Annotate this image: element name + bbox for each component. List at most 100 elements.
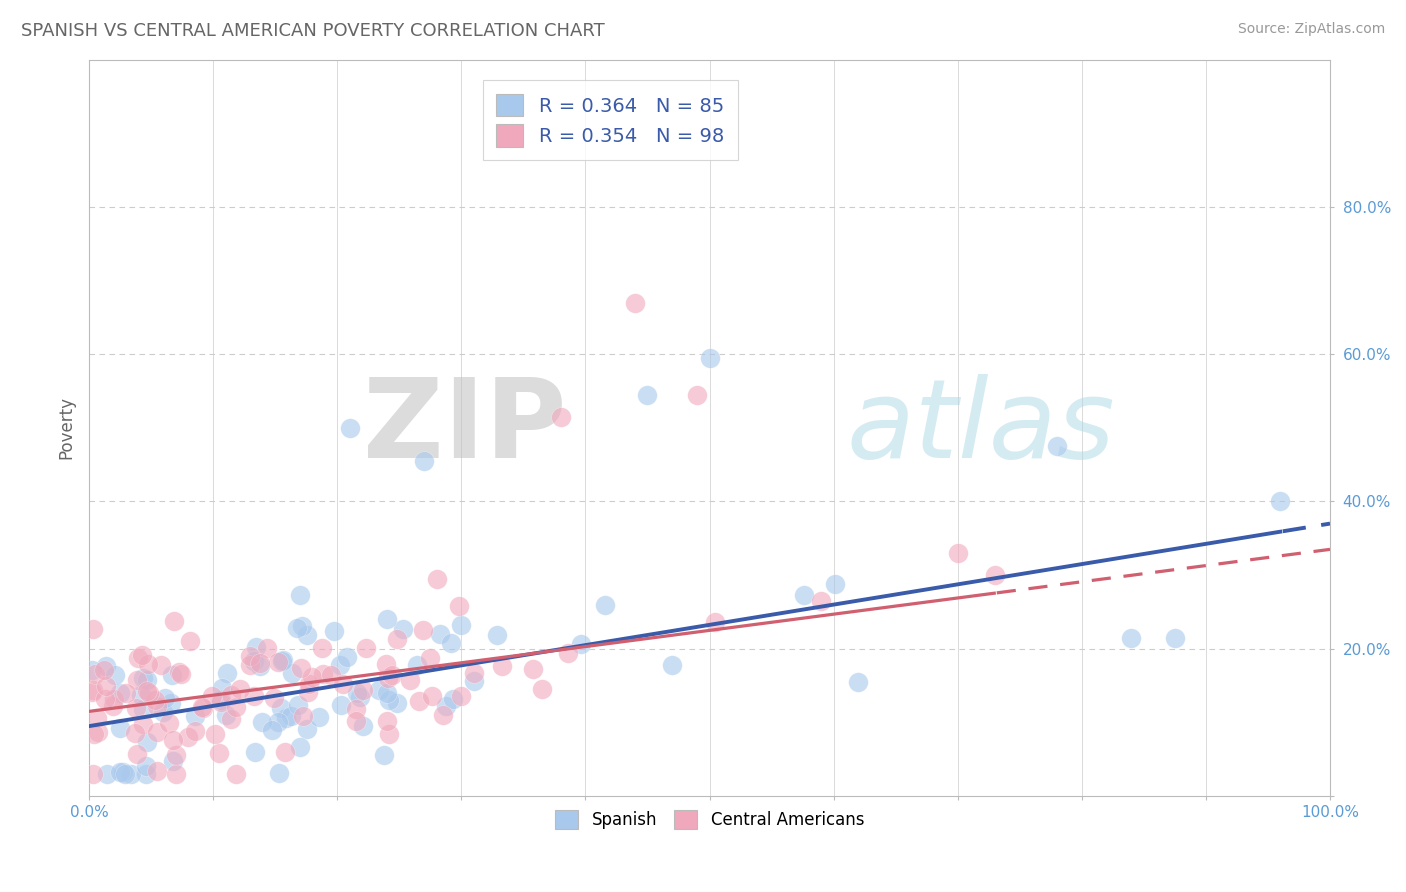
Text: atlas: atlas — [846, 375, 1115, 482]
Point — [84, 667, 107, 681]
Point — [349, 690, 371, 704]
Point — [243, 654, 266, 668]
Point — [412, 623, 434, 637]
Point — [243, 745, 266, 759]
Point — [204, 727, 226, 741]
Point — [463, 673, 485, 688]
Point — [135, 684, 157, 698]
Point — [138, 686, 160, 700]
Point — [111, 765, 134, 780]
Point — [160, 697, 183, 711]
Point — [450, 689, 472, 703]
Point — [330, 698, 353, 712]
Point — [162, 732, 184, 747]
Point — [432, 707, 454, 722]
Point — [301, 671, 323, 685]
Point — [82, 684, 104, 698]
Point — [557, 646, 579, 660]
Point — [211, 694, 233, 708]
Point — [793, 588, 815, 602]
Point — [1270, 494, 1292, 508]
Point — [136, 735, 159, 749]
Point — [256, 640, 278, 655]
Point — [243, 689, 266, 703]
Point — [413, 454, 436, 468]
Point — [179, 633, 201, 648]
Point — [249, 658, 271, 673]
Point — [699, 351, 721, 365]
Point — [291, 618, 314, 632]
Point — [1046, 439, 1069, 453]
Point — [946, 546, 969, 560]
Point — [239, 658, 262, 673]
Point — [82, 682, 104, 697]
Point — [267, 766, 290, 780]
Point — [336, 649, 359, 664]
Point — [146, 764, 169, 779]
Point — [354, 640, 377, 655]
Point — [273, 653, 295, 667]
Point — [281, 666, 304, 681]
Point — [274, 745, 297, 759]
Point — [298, 676, 321, 690]
Point — [215, 708, 238, 723]
Point — [114, 767, 136, 781]
Point — [271, 653, 294, 667]
Point — [165, 747, 187, 762]
Point — [250, 715, 273, 730]
Point — [486, 628, 509, 642]
Point — [295, 723, 318, 737]
Point — [82, 767, 104, 781]
Point — [377, 671, 399, 685]
Point — [339, 421, 361, 435]
Point — [420, 689, 443, 703]
Point — [329, 658, 352, 673]
Point — [108, 721, 131, 735]
Point — [82, 622, 104, 636]
Point — [135, 759, 157, 773]
Point — [810, 594, 832, 608]
Point — [569, 637, 592, 651]
Point — [249, 656, 271, 670]
Point — [129, 688, 152, 702]
Point — [285, 621, 308, 635]
Point — [170, 666, 193, 681]
Point — [219, 688, 242, 702]
Point — [295, 627, 318, 641]
Point — [429, 627, 451, 641]
Point — [132, 717, 155, 731]
Point — [447, 599, 470, 614]
Point — [406, 657, 429, 672]
Point — [280, 708, 302, 723]
Point — [297, 685, 319, 699]
Point — [125, 701, 148, 715]
Point — [661, 658, 683, 673]
Point — [624, 295, 647, 310]
Point — [94, 691, 117, 706]
Point — [82, 663, 104, 677]
Point — [378, 693, 401, 707]
Point — [426, 573, 449, 587]
Point — [191, 701, 214, 715]
Point — [136, 657, 159, 671]
Point — [132, 671, 155, 685]
Point — [491, 659, 513, 673]
Point — [225, 700, 247, 714]
Point — [131, 648, 153, 662]
Point — [94, 659, 117, 673]
Point — [595, 598, 617, 612]
Point — [152, 706, 174, 720]
Point — [287, 698, 309, 712]
Point — [103, 692, 125, 706]
Point — [108, 765, 131, 780]
Point — [344, 714, 367, 728]
Point — [209, 693, 232, 707]
Text: ZIP: ZIP — [364, 375, 567, 482]
Point — [211, 681, 233, 695]
Point — [136, 673, 159, 688]
Point — [86, 711, 108, 725]
Point — [312, 667, 335, 681]
Point — [381, 667, 404, 681]
Point — [260, 723, 283, 738]
Point — [385, 696, 408, 710]
